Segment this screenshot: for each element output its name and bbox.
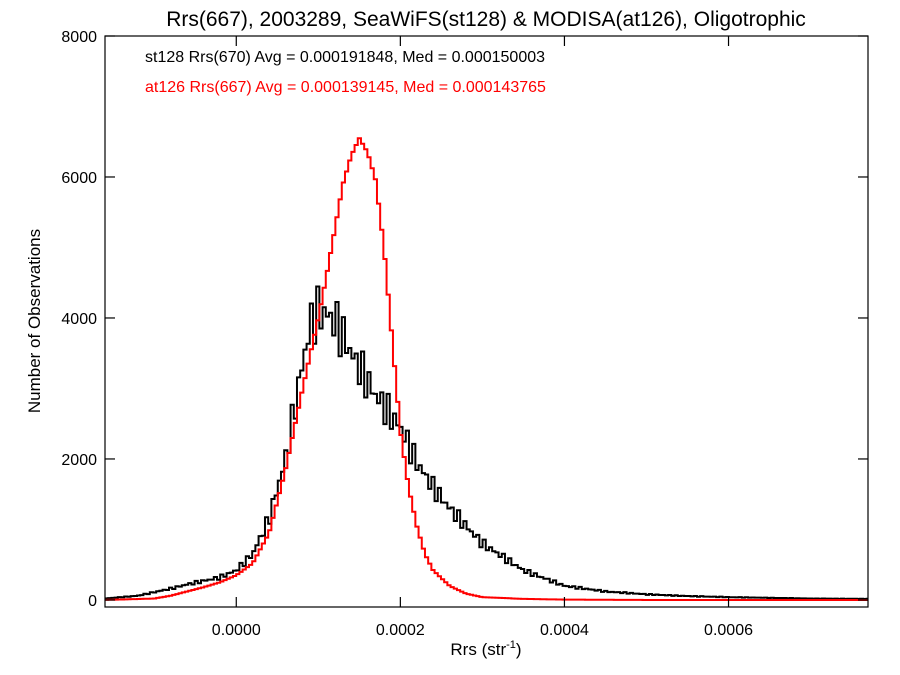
y-tick-label-4: 8000: [61, 29, 97, 46]
x-axis-label-superscript: -1: [506, 639, 516, 651]
y-tick-label-1: 2000: [61, 452, 97, 469]
series-st128-line: [105, 285, 868, 600]
y-axis-label: Number of Observations: [25, 229, 44, 413]
x-axis-label-end: ): [516, 640, 522, 659]
x-axis-label-main: Rrs (str: [450, 640, 506, 659]
chart-title: Rrs(667), 2003289, SeaWiFS(st128) & MODI…: [166, 8, 806, 31]
y-axis: 0 2000 4000 6000 8000: [61, 29, 868, 610]
x-axis-label: Rrs (str-1): [450, 639, 521, 659]
series-at126-line: [105, 137, 868, 601]
plot-frame: [104, 35, 869, 608]
plot-area: [105, 137, 868, 601]
x-axis: 0.0000 0.0002 0.0004 0.0006: [212, 36, 753, 639]
x-tick-label-1: 0.0002: [376, 622, 425, 639]
legend-entry-st128: st128 Rrs(670) Avg = 0.000191848, Med = …: [145, 49, 545, 66]
x-tick-label-3: 0.0006: [704, 622, 753, 639]
y-tick-label-2: 4000: [61, 311, 97, 328]
legend-entry-at126: at126 Rrs(667) Avg = 0.000139145, Med = …: [145, 79, 546, 96]
x-tick-label-0: 0.0000: [212, 622, 261, 639]
x-tick-label-2: 0.0004: [540, 622, 589, 639]
y-tick-label-0: 0: [88, 593, 97, 610]
y-tick-label-3: 6000: [61, 170, 97, 187]
